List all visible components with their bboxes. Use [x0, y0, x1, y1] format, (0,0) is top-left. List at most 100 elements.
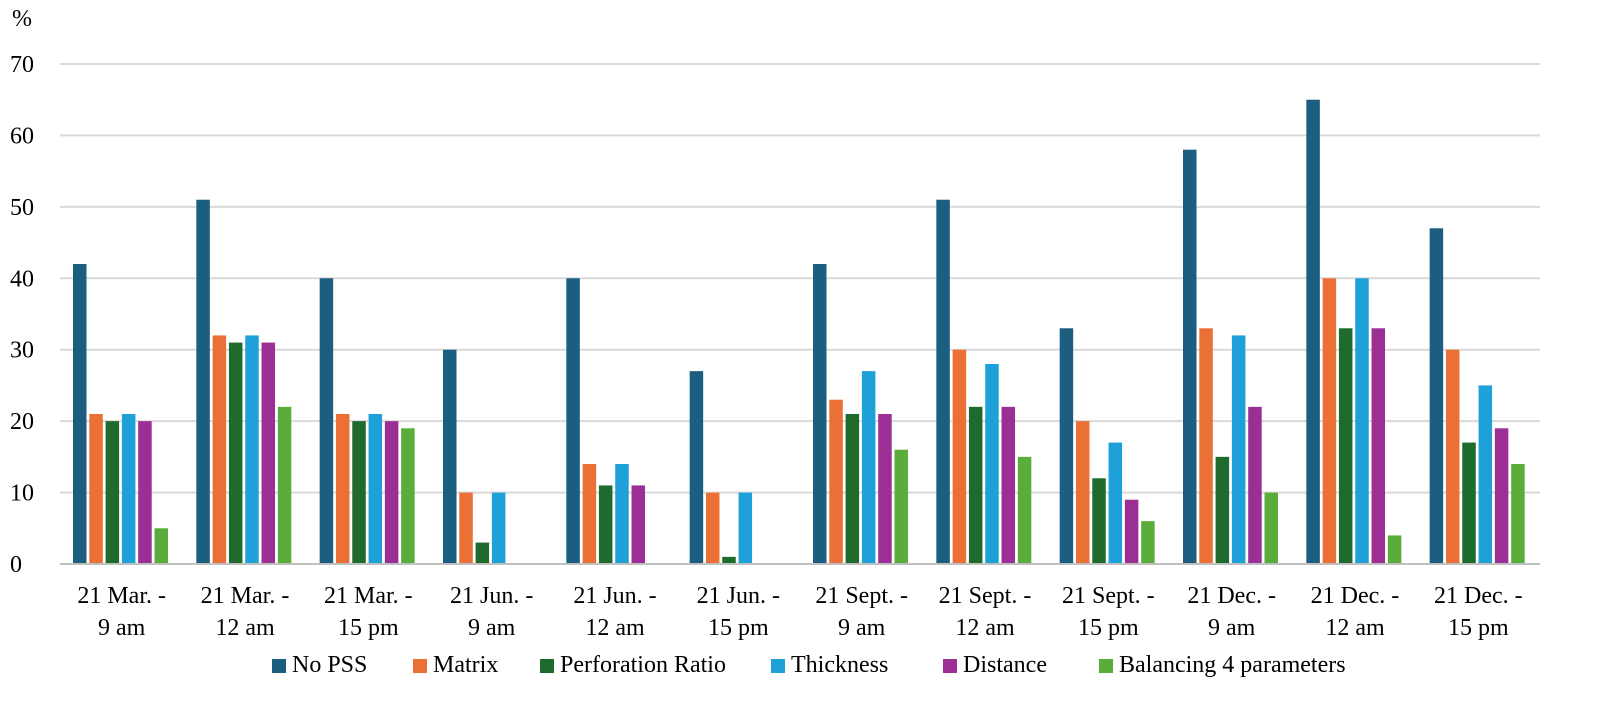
bar-perforation-ratio: [475, 542, 490, 564]
x-tick-label: 21 Jun. -: [697, 583, 780, 609]
x-tick-label: 21 Sept. -: [815, 583, 908, 609]
x-tick-label: 15 pm: [708, 615, 769, 641]
legend-label: Thickness: [791, 652, 888, 678]
bar-no-pss: [196, 199, 210, 564]
bar-balancing-4-parameters: [894, 449, 908, 564]
bar-no-pss: [566, 278, 580, 564]
bar-balancing-4-parameters: [1264, 492, 1278, 564]
bar-perforation-ratio: [1462, 442, 1476, 564]
legend-swatch: [771, 659, 785, 673]
bar-balancing-4-parameters: [277, 406, 292, 564]
legend-label: No PSS: [292, 652, 367, 678]
x-tick-label: 15 pm: [338, 615, 399, 641]
x-tick-label: 9 am: [838, 615, 886, 641]
bar-thickness: [245, 335, 259, 564]
bar-distance: [261, 342, 276, 564]
bar-no-pss: [1429, 228, 1444, 565]
bar-matrix: [335, 414, 350, 564]
bar-thickness: [985, 364, 999, 564]
bar-matrix: [459, 492, 473, 564]
x-tick-label: 21 Dec. -: [1434, 583, 1523, 609]
x-tick-label: 21 Mar. -: [77, 583, 166, 609]
bar-perforation-ratio: [228, 342, 243, 564]
x-tick-label: 9 am: [468, 615, 516, 641]
bar-distance: [878, 414, 892, 564]
y-tick-label: 70: [10, 52, 34, 78]
bar-balancing-4-parameters: [401, 428, 415, 564]
x-tick-label: 12 am: [1325, 615, 1385, 641]
gridlines: [60, 63, 1540, 494]
x-tick-label: 15 pm: [1448, 615, 1509, 641]
bar-balancing-4-parameters: [154, 528, 168, 564]
bar-matrix: [582, 464, 597, 564]
x-tick-label: 12 am: [585, 615, 645, 641]
bar-perforation-ratio: [598, 485, 613, 564]
x-tick-label: 9 am: [98, 615, 146, 641]
bar-matrix: [1445, 349, 1460, 564]
legend-label: Distance: [963, 652, 1047, 678]
x-tick-label: 21 Jun. -: [450, 583, 533, 609]
bar-no-pss: [443, 349, 457, 564]
bar-distance: [1371, 328, 1386, 564]
legend-label: Matrix: [433, 652, 498, 678]
bar-thickness: [861, 371, 876, 564]
bar-perforation-ratio: [105, 421, 120, 564]
bar-matrix: [829, 399, 843, 564]
bar-no-pss: [1059, 328, 1074, 564]
legend-swatch: [272, 659, 286, 673]
x-tick-label: 21 Dec. -: [1311, 583, 1400, 609]
bar-matrix: [952, 349, 967, 564]
bar-thickness: [1355, 278, 1369, 564]
x-tick-label: 15 pm: [1078, 615, 1139, 641]
x-tick-label: 21 Jun. -: [573, 583, 656, 609]
x-tick-label: 21 Mar. -: [324, 583, 413, 609]
bar-no-pss: [936, 199, 950, 564]
y-tick-label: 40: [10, 266, 34, 292]
y-tick-label: 60: [10, 123, 34, 149]
bar-perforation-ratio: [845, 414, 860, 564]
bar-balancing-4-parameters: [1387, 535, 1402, 564]
x-tick-label: 21 Mar. -: [201, 583, 290, 609]
x-tick-label: 12 am: [955, 615, 1015, 641]
y-tick-label: 20: [10, 409, 34, 435]
bar-thickness: [615, 464, 629, 564]
bar-perforation-ratio: [352, 421, 366, 564]
bar-distance: [631, 485, 646, 564]
bar-thickness: [738, 492, 753, 564]
bar-perforation-ratio: [1338, 328, 1353, 564]
bar-perforation-ratio: [968, 406, 983, 564]
bar-distance: [1001, 406, 1016, 564]
bar-thickness: [121, 414, 136, 564]
bar-no-pss: [689, 371, 704, 564]
y-tick-label: 0: [10, 552, 22, 578]
bar-matrix: [1322, 278, 1337, 564]
bar-balancing-4-parameters: [1511, 464, 1525, 564]
bar-thickness: [368, 414, 383, 564]
legend-swatch: [413, 659, 427, 673]
y-axis-ticks: 0 10 20 30 40 50 60 70: [10, 52, 34, 578]
bar-matrix: [1199, 328, 1213, 564]
bar-balancing-4-parameters: [1017, 456, 1032, 564]
x-axis-tick-labels: 21 Mar. - 9 am 21 Mar. - 12 am 21 Mar. - 15 p…: [77, 583, 1522, 641]
x-tick-label: 21 Dec. -: [1187, 583, 1276, 609]
y-axis-unit-label: %: [12, 6, 32, 32]
bar-no-pss: [319, 278, 334, 564]
bar-thickness: [1478, 385, 1493, 564]
legend-label: Perforation Ratio: [560, 652, 726, 678]
bar-perforation-ratio: [1092, 478, 1106, 564]
bar-thickness: [491, 492, 506, 564]
bar-perforation-ratio: [722, 556, 736, 564]
bar-no-pss: [1306, 99, 1320, 564]
y-tick-label: 10: [10, 481, 34, 507]
bar-no-pss: [813, 264, 827, 564]
bar-balancing-4-parameters: [1141, 521, 1155, 564]
bar-distance: [1124, 499, 1139, 564]
bar-thickness: [1231, 335, 1246, 564]
legend: No PSS Matrix Perforation Ratio Thickness Di…: [272, 652, 1346, 678]
bar-matrix: [705, 492, 720, 564]
bar-distance: [1248, 406, 1262, 564]
x-tick-label: 21 Sept. -: [1062, 583, 1155, 609]
bar-no-pss: [1183, 149, 1197, 564]
